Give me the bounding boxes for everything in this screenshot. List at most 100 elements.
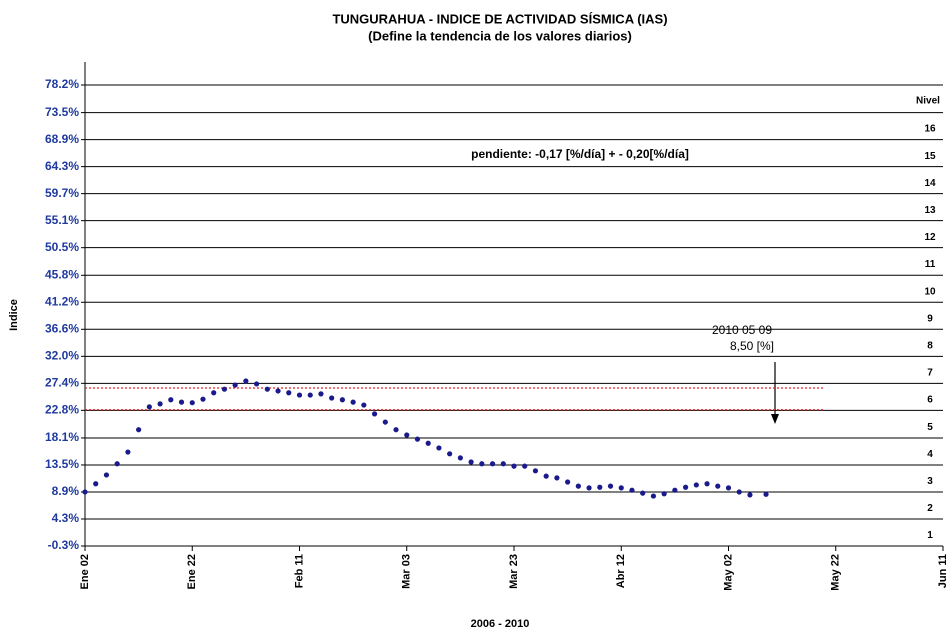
arrow-head — [771, 414, 779, 424]
data-point — [146, 404, 152, 410]
x-tick-label: Abr 12 — [615, 554, 627, 588]
data-point — [189, 400, 195, 406]
data-point — [93, 481, 99, 487]
data-point — [715, 483, 721, 489]
level-label: 5 — [927, 422, 933, 433]
data-point — [254, 381, 260, 387]
data-point — [640, 490, 646, 496]
data-point — [565, 479, 571, 485]
data-point — [468, 459, 474, 465]
data-point — [661, 491, 667, 497]
data-point — [683, 484, 689, 490]
x-tick-label: Jun 11 — [937, 554, 949, 588]
date-annotation: 2010 05 09 — [712, 323, 772, 337]
data-point — [275, 388, 281, 394]
data-point — [296, 392, 303, 398]
data-point — [597, 484, 603, 490]
chart-title: TUNGURAHUA - INDICE DE ACTIVIDAD SÍSMICA… — [332, 11, 667, 26]
level-label: 9 — [927, 313, 933, 324]
data-point — [763, 491, 769, 497]
level-label: 11 — [925, 259, 936, 270]
y-tick-label: 27.4% — [45, 376, 79, 390]
data-point — [82, 489, 88, 495]
data-point — [725, 485, 732, 491]
data-point — [307, 392, 313, 398]
level-title: Nivel — [916, 96, 940, 107]
y-tick-label: 13.5% — [45, 457, 79, 471]
data-point — [500, 461, 506, 467]
data-point — [522, 463, 528, 469]
data-point — [575, 483, 581, 489]
data-point — [125, 449, 131, 455]
level-label: 16 — [924, 124, 936, 135]
data-point — [554, 475, 560, 481]
data-point — [350, 399, 356, 405]
level-label: 14 — [924, 178, 936, 189]
data-point — [511, 463, 517, 469]
data-point — [436, 445, 442, 451]
data-point — [232, 382, 238, 388]
data-point — [393, 427, 399, 433]
value-annotation: 8,50 [%] — [730, 339, 774, 353]
data-point — [618, 485, 624, 491]
y-tick-label: 22.8% — [45, 403, 79, 417]
level-label: 2 — [927, 503, 933, 514]
data-point — [286, 390, 292, 396]
x-tick-label: Ene 02 — [79, 554, 91, 589]
y-tick-label: 36.6% — [45, 321, 79, 335]
y-tick-label: 68.9% — [45, 132, 79, 146]
level-label: 1 — [927, 530, 933, 541]
y-tick-label: 8.9% — [52, 484, 80, 498]
y-tick-label: 59.7% — [45, 186, 79, 200]
level-label: 4 — [927, 449, 933, 460]
data-point — [382, 419, 388, 425]
data-point — [650, 493, 657, 499]
data-point — [404, 432, 410, 438]
data-point — [543, 473, 549, 479]
y-tick-label: 73.5% — [45, 105, 79, 119]
y-tick-label: 78.2% — [45, 77, 79, 91]
data-point — [489, 461, 496, 467]
data-point — [329, 395, 335, 401]
data-point — [178, 399, 185, 405]
y-tick-label: 4.3% — [52, 511, 80, 525]
level-label: 7 — [927, 367, 933, 378]
level-label: 12 — [924, 232, 936, 243]
data-point — [425, 440, 431, 446]
data-point — [103, 472, 110, 478]
y-tick-label: -0.3% — [48, 538, 80, 552]
data-point — [339, 397, 345, 403]
data-point — [221, 386, 228, 392]
x-tick-label: May 02 — [722, 554, 734, 591]
chart-subtitle: (Define la tendencia de los valores diar… — [368, 28, 632, 43]
x-tick-label: Mar 03 — [401, 554, 413, 589]
y-tick-label: 45.8% — [45, 267, 79, 281]
x-tick-label: May 22 — [830, 554, 842, 591]
y-tick-label: 32.0% — [45, 348, 79, 362]
data-point — [371, 411, 378, 417]
y-tick-label: 18.1% — [45, 430, 79, 444]
x-tick-label: Feb 11 — [293, 554, 305, 588]
data-point — [704, 481, 710, 487]
data-point — [136, 427, 142, 433]
data-point — [747, 492, 753, 498]
level-label: 6 — [927, 394, 933, 405]
y-axis-label: Indice — [8, 299, 20, 331]
y-tick-label: 55.1% — [45, 213, 79, 227]
data-point — [457, 455, 463, 461]
data-point — [414, 436, 421, 442]
data-point — [211, 390, 217, 396]
data-point — [157, 401, 163, 407]
data-point — [447, 451, 453, 457]
data-point — [168, 397, 174, 403]
data-point — [114, 461, 120, 467]
y-tick-label: 64.3% — [45, 159, 79, 173]
x-tick-label: Ene 22 — [186, 554, 198, 589]
x-tick-label: Mar 23 — [508, 554, 520, 589]
y-tick-label: 41.2% — [45, 294, 79, 308]
y-tick-label: 50.5% — [45, 240, 79, 254]
data-point — [607, 483, 614, 489]
level-label: 10 — [924, 286, 936, 297]
data-point — [736, 489, 742, 495]
level-label: 3 — [927, 476, 933, 487]
